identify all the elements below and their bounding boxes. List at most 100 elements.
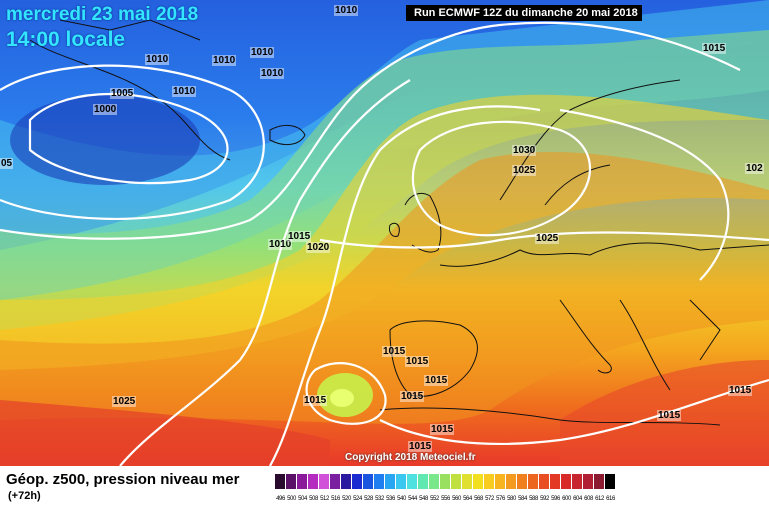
- scale-label: 536: [386, 496, 395, 502]
- scale-label: 576: [496, 496, 505, 502]
- scale-cell: 584: [517, 474, 528, 504]
- scale-swatch: [561, 474, 572, 489]
- scale-cell: 524: [352, 474, 363, 504]
- coastline-balkans: [619, 299, 721, 391]
- scale-label: 596: [551, 496, 560, 502]
- scale-cell: 540: [396, 474, 407, 504]
- isobar-atlantic-ridge-east: [269, 105, 541, 466]
- scale-cell: 536: [385, 474, 396, 504]
- scale-swatch: [407, 474, 418, 489]
- scale-swatch: [495, 474, 506, 489]
- scale-label: 532: [375, 496, 384, 502]
- scale-swatch: [308, 474, 319, 489]
- scale-swatch: [594, 474, 605, 489]
- scale-swatch: [352, 474, 363, 489]
- model-run-label: Run ECMWF 12Z du dimanche 20 mai 2018: [406, 5, 642, 21]
- scale-label: 524: [353, 496, 362, 502]
- scale-swatch: [374, 474, 385, 489]
- scale-swatch: [286, 474, 297, 489]
- scale-cell: 516: [330, 474, 341, 504]
- scale-label: 612: [595, 496, 604, 502]
- scale-swatch: [506, 474, 517, 489]
- scale-label: 584: [518, 496, 527, 502]
- scale-cell: 544: [407, 474, 418, 504]
- coastline-iceland: [269, 124, 306, 146]
- scale-label: 580: [507, 496, 516, 502]
- scale-swatch: [429, 474, 440, 489]
- scale-label: 600: [562, 496, 571, 502]
- isobar-high-loop: [305, 362, 387, 425]
- isobar-label: 1000: [93, 104, 118, 115]
- isobar-label: 102: [745, 163, 764, 174]
- isobar-label: 1015: [405, 356, 430, 367]
- coastline-scandinavia: [499, 79, 681, 206]
- scale-swatch: [341, 474, 352, 489]
- scale-swatch: [484, 474, 495, 489]
- scale-swatch: [275, 474, 286, 489]
- isobar-label: 1010: [212, 55, 237, 66]
- scale-cell: 512: [319, 474, 330, 504]
- low-centre: [10, 95, 200, 185]
- isobar-mid-horizontal: [319, 231, 769, 249]
- scale-label: 592: [540, 496, 549, 502]
- isobar-atlantic-ridge-west: [119, 79, 411, 466]
- isobar-label: 1005: [110, 88, 135, 99]
- scale-cell: 520: [341, 474, 352, 504]
- scale-label: 556: [441, 496, 450, 502]
- scale-swatch: [462, 474, 473, 489]
- scale-label: 616: [606, 496, 615, 502]
- high-centre-core: [330, 389, 354, 407]
- isobar-label: 1015: [400, 391, 425, 402]
- scale-swatch: [297, 474, 308, 489]
- scale-swatch: [528, 474, 539, 489]
- scale-swatch: [539, 474, 550, 489]
- scale-swatch: [583, 474, 594, 489]
- scale-cell: 612: [594, 474, 605, 504]
- map-graphics: [0, 0, 769, 466]
- isobar-label: 1030: [512, 145, 537, 156]
- color-band-orange: [0, 151, 769, 424]
- scale-cell: 616: [605, 474, 616, 504]
- isobar-label: 1010: [172, 86, 197, 97]
- coastline-italy: [559, 299, 612, 374]
- scale-swatch: [451, 474, 462, 489]
- legend-bar: Géop. z500, pression niveau mer (+72h) 4…: [0, 466, 769, 517]
- scale-cell: 568: [473, 474, 484, 504]
- scale-cell: 564: [462, 474, 473, 504]
- isobar-low-inner: [28, 92, 229, 185]
- scale-cell: 588: [528, 474, 539, 504]
- coastline-greenland: [29, 19, 231, 161]
- scale-label: 548: [419, 496, 428, 502]
- color-scale: 496 500 504 508 512 516 520 524 528 532 536 540 544 5…: [275, 474, 616, 504]
- isobars: [0, 21, 769, 466]
- scale-cell: 556: [440, 474, 451, 504]
- scale-cell: 548: [418, 474, 429, 504]
- coastline-europe-mainland: [439, 242, 769, 267]
- scale-swatch: [418, 474, 429, 489]
- scale-label: 520: [342, 496, 351, 502]
- scale-cell: 508: [308, 474, 319, 504]
- isobar-central-europe: [411, 120, 592, 237]
- isobar-label: 1025: [535, 233, 560, 244]
- isobar-label: 1015: [408, 441, 433, 452]
- isobar-label: 1015: [303, 395, 328, 406]
- coastline-iberia: [389, 320, 478, 397]
- scale-cell: 496: [275, 474, 286, 504]
- scale-swatch: [319, 474, 330, 489]
- scale-cell: 528: [363, 474, 374, 504]
- isobar-northern-arc: [0, 21, 741, 240]
- scale-label: 588: [529, 496, 538, 502]
- isobar-label: 1015: [424, 375, 449, 386]
- isobar-label: 1015: [728, 385, 753, 396]
- scale-label: 504: [298, 496, 307, 502]
- copyright-notice: Copyright 2018 Meteociel.fr: [345, 452, 476, 463]
- scale-swatch: [396, 474, 407, 489]
- forecast-offset: (+72h): [8, 490, 41, 502]
- isobar-southern-curve: [379, 378, 769, 446]
- scale-cell: 600: [561, 474, 572, 504]
- scale-label: 608: [584, 496, 593, 502]
- scale-cell: 500: [286, 474, 297, 504]
- scale-swatch: [473, 474, 484, 489]
- scale-cell: 552: [429, 474, 440, 504]
- scale-label: 512: [320, 496, 329, 502]
